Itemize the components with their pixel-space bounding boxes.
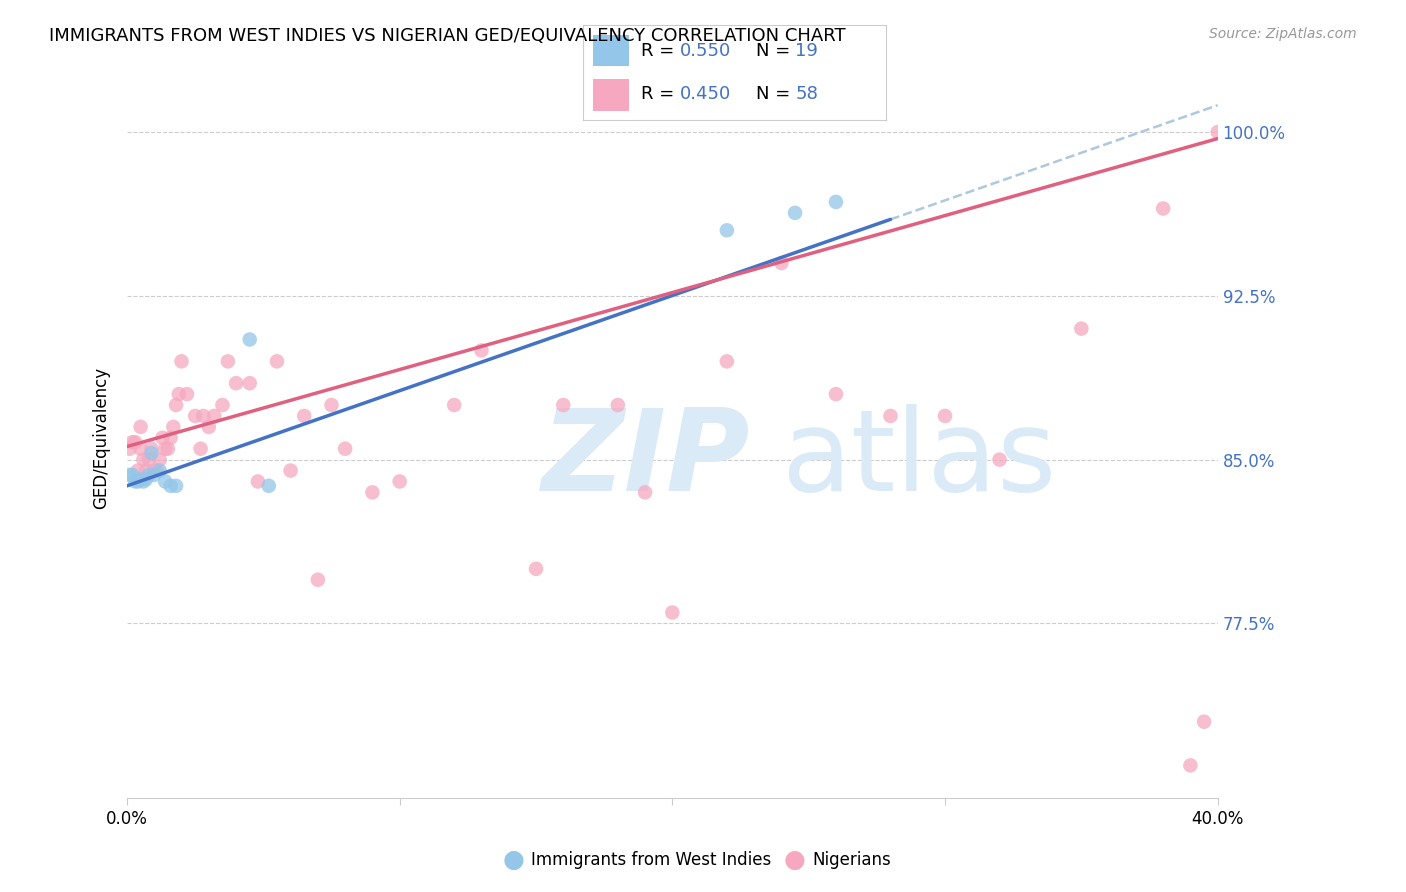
Text: ZIP: ZIP [541, 404, 749, 515]
Point [124, 435, 146, 450]
Point [266, 354, 288, 368]
Point [217, 354, 239, 368]
Point [634, 485, 657, 500]
Point [124, 475, 146, 489]
Point [225, 376, 247, 391]
Point [141, 446, 163, 460]
Point [129, 442, 152, 456]
Point [1192, 714, 1215, 729]
Point [333, 442, 356, 456]
Text: N =: N = [756, 42, 796, 60]
Point [239, 333, 262, 347]
Point [149, 452, 172, 467]
Point [361, 485, 384, 500]
Text: R =: R = [641, 42, 681, 60]
Text: Source: ZipAtlas.com: Source: ZipAtlas.com [1209, 27, 1357, 41]
Point [162, 420, 184, 434]
Point [167, 387, 190, 401]
Point [135, 464, 157, 478]
FancyBboxPatch shape [592, 79, 628, 111]
Point [129, 420, 152, 434]
Text: Immigrants from West Indies: Immigrants from West Indies [531, 851, 772, 869]
Point [118, 442, 141, 456]
Point [127, 464, 149, 478]
Point [156, 442, 179, 456]
Point [879, 409, 901, 423]
Point [132, 452, 155, 467]
Point [141, 442, 163, 456]
Point [152, 431, 174, 445]
Point [825, 194, 848, 209]
Point [146, 464, 169, 478]
Point [121, 435, 143, 450]
Text: IMMIGRANTS FROM WEST INDIES VS NIGERIAN GED/EQUIVALENCY CORRELATION CHART: IMMIGRANTS FROM WEST INDIES VS NIGERIAN … [49, 27, 846, 45]
Text: atlas: atlas [782, 404, 1057, 515]
Point [1206, 125, 1229, 139]
Point [443, 398, 465, 412]
Point [153, 442, 176, 456]
Point [149, 464, 172, 478]
Point [165, 398, 187, 412]
Point [176, 387, 198, 401]
Point [129, 472, 152, 486]
Point [202, 409, 225, 423]
Point [246, 475, 269, 489]
Point [165, 479, 187, 493]
Point [307, 573, 329, 587]
Point [661, 606, 683, 620]
Point [716, 354, 738, 368]
Text: N =: N = [756, 85, 796, 103]
Point [132, 475, 155, 489]
Point [783, 206, 806, 220]
Point [211, 398, 233, 412]
Point [239, 376, 262, 391]
Point [143, 464, 166, 478]
Text: ●: ● [502, 848, 524, 871]
Point [190, 442, 212, 456]
Point [1070, 321, 1092, 335]
Point [716, 223, 738, 237]
Text: 0.550: 0.550 [681, 42, 731, 60]
Point [170, 354, 193, 368]
Point [470, 343, 492, 358]
Text: 19: 19 [796, 42, 818, 60]
Y-axis label: GED/Equivalency: GED/Equivalency [93, 367, 110, 508]
Point [118, 467, 141, 482]
Point [198, 420, 221, 434]
Text: R =: R = [641, 85, 681, 103]
Point [138, 452, 160, 467]
Point [606, 398, 628, 412]
Point [553, 398, 575, 412]
Text: 0.450: 0.450 [681, 85, 731, 103]
Point [138, 467, 160, 482]
Point [257, 479, 280, 493]
Point [193, 409, 215, 423]
Point [280, 464, 302, 478]
Point [127, 475, 149, 489]
Point [153, 475, 176, 489]
Point [524, 562, 547, 576]
Text: Nigerians: Nigerians [813, 851, 891, 869]
Point [988, 452, 1011, 467]
Point [1180, 758, 1202, 772]
Point [292, 409, 315, 423]
Text: 58: 58 [796, 85, 818, 103]
Point [825, 387, 848, 401]
Point [388, 475, 411, 489]
Point [770, 256, 793, 270]
Point [934, 409, 956, 423]
FancyBboxPatch shape [592, 35, 628, 66]
Point [135, 472, 157, 486]
Point [184, 409, 207, 423]
Point [159, 431, 181, 445]
Point [121, 467, 143, 482]
Point [159, 479, 181, 493]
Point [321, 398, 343, 412]
Point [143, 467, 166, 482]
Point [1152, 202, 1174, 216]
Text: ●: ● [783, 848, 806, 871]
